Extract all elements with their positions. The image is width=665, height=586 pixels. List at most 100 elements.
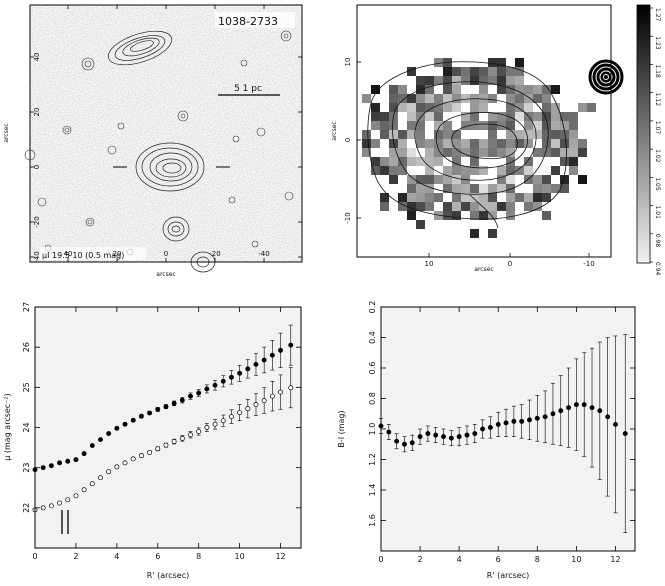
bl-x-ticks: 0 2 4 6 8 10 12 xyxy=(32,307,286,561)
colorbar-tick-label: 1.23 xyxy=(654,36,661,50)
br-y-ticks: 0.2 0.4 0.6 0.8 1.0 1.2 1.4 1.6 xyxy=(368,301,635,527)
color-map-pixel xyxy=(398,85,407,94)
tr-y-tick-label: -10 xyxy=(344,212,352,223)
color-map-pixel xyxy=(452,202,461,211)
color-map-pixel xyxy=(542,148,551,157)
color-map-pixel xyxy=(497,202,506,211)
bl-y-tick-label: 23 xyxy=(22,463,31,473)
bl-y-tick-label: 22 xyxy=(22,503,31,513)
color-map-pixel xyxy=(389,121,398,130)
color-map-pixel xyxy=(524,202,533,211)
color-map-pixel xyxy=(515,193,524,202)
color-map-pixel xyxy=(398,202,407,211)
bl-point xyxy=(155,446,161,452)
br-point xyxy=(622,431,628,437)
color-map-pixel xyxy=(533,202,542,211)
bl-point xyxy=(65,497,71,503)
tr-y-tick-label: 10 xyxy=(344,58,352,67)
color-map-pixel xyxy=(425,103,434,112)
br-x-ticks: 0 2 4 6 8 10 12 xyxy=(378,307,621,564)
color-map-pixel xyxy=(524,94,533,103)
color-map-pixel xyxy=(569,157,578,166)
bl-point xyxy=(196,429,202,434)
color-map-pixel xyxy=(524,193,533,202)
bl-point xyxy=(130,417,136,423)
br-point xyxy=(401,441,407,447)
color-map-pixel xyxy=(470,166,479,175)
bl-x-tick-label: 8 xyxy=(196,552,201,561)
tl-ylabel: arcsec xyxy=(3,123,10,142)
color-map-pixel xyxy=(569,130,578,139)
tr-y-ticks: 10 0 -10 xyxy=(344,58,361,224)
color-map-pixel xyxy=(470,157,479,166)
color-map-pixel xyxy=(578,148,587,157)
color-map-pixel xyxy=(470,184,479,193)
color-map-pixel xyxy=(506,211,515,220)
br-y-tick-label: 0.2 xyxy=(368,301,377,314)
colorbar-ticks: 1.27 1.23 1.18 1.12 1.07 1.02 1.05 1.01 0.98 0.94 xyxy=(650,7,661,276)
color-map-pixel xyxy=(461,193,470,202)
br-y-tick-label: 0.4 xyxy=(368,331,377,344)
color-map-pixel xyxy=(371,112,380,121)
color-map-pixel xyxy=(551,139,560,148)
tl-xlabel: arcsec xyxy=(156,271,175,278)
color-map-pixel xyxy=(407,94,416,103)
color-map-pixel xyxy=(470,139,479,148)
color-map-pixel xyxy=(434,130,443,139)
color-map-pixel xyxy=(578,103,587,112)
tl-x-tick-label: 20 xyxy=(113,250,122,258)
color-map-pixel xyxy=(461,166,470,175)
color-map-pixel xyxy=(371,103,380,112)
object-id-label: 1038-2733 xyxy=(218,15,278,28)
color-map-pixel xyxy=(434,157,443,166)
color-map-pixel xyxy=(434,94,443,103)
bl-point xyxy=(288,385,294,391)
bl-y-tick-label: 26 xyxy=(22,342,31,352)
br-point xyxy=(487,425,493,430)
color-map-pixel xyxy=(524,85,533,94)
color-map-pixel xyxy=(515,130,524,139)
bl-y-ticks: 22 23 24 25 26 27 xyxy=(22,302,301,513)
bl-point xyxy=(261,357,267,363)
color-map-pixel xyxy=(443,85,452,94)
bl-point xyxy=(98,475,103,481)
color-map-pixel xyxy=(443,211,452,220)
color-map-pixel xyxy=(488,67,497,76)
color-map-pixel xyxy=(479,193,488,202)
color-map-pixel xyxy=(452,94,461,103)
bl-x-tick-label: 2 xyxy=(73,552,78,561)
br-point xyxy=(605,414,611,420)
colorbar-tick-label: 1.02 xyxy=(654,149,661,163)
color-map-pixel xyxy=(524,121,533,130)
color-map-pixel xyxy=(515,139,524,148)
color-map-pixel xyxy=(380,121,389,130)
color-map-pixel xyxy=(533,175,542,184)
color-map-pixel xyxy=(371,166,380,175)
color-map-pixel xyxy=(407,175,416,184)
color-map-pixel xyxy=(533,148,542,157)
color-map-pixel xyxy=(371,85,380,94)
color-map-pixel xyxy=(497,58,506,67)
color-map-pixel xyxy=(542,121,551,130)
color-map-pixel xyxy=(452,157,461,166)
color-map-pixel xyxy=(479,166,488,175)
bl-point xyxy=(73,493,79,499)
colorbar-tick-label: 1.07 xyxy=(654,121,661,135)
color-map-pixel xyxy=(434,148,443,157)
color-map-pixel xyxy=(398,148,407,157)
br-point xyxy=(503,420,509,426)
bl-point xyxy=(278,389,283,395)
br-point xyxy=(550,411,556,417)
color-map-pixel xyxy=(416,193,425,202)
color-map-pixel xyxy=(407,211,416,220)
color-map-pixel xyxy=(452,67,461,76)
color-map-pixel xyxy=(452,166,461,175)
color-map-pixel xyxy=(551,148,560,157)
color-map-pixel xyxy=(425,112,434,121)
bl-point xyxy=(48,463,54,469)
color-map-pixel xyxy=(407,148,416,157)
color-map-pixel xyxy=(587,103,596,112)
color-map-pixel xyxy=(524,103,533,112)
color-map-pixel xyxy=(542,211,551,220)
color-map-pixel xyxy=(515,166,524,175)
